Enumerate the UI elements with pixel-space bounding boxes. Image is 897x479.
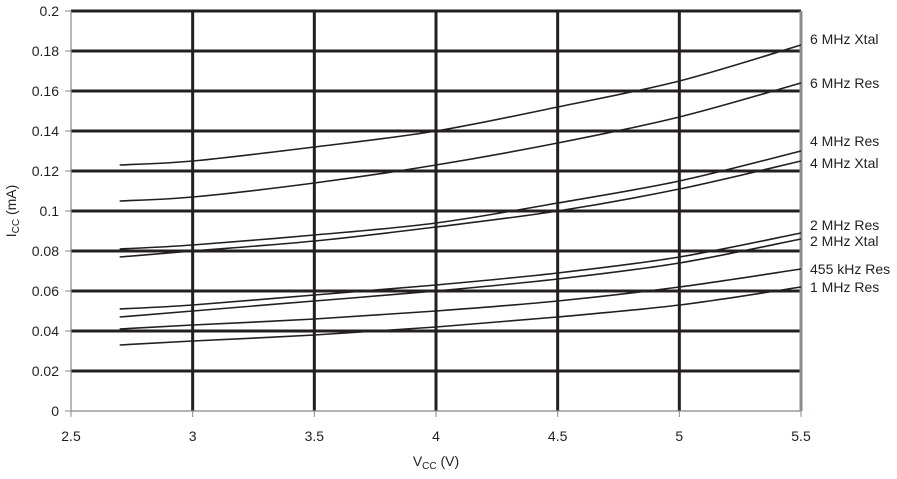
series-label: 455 kHz Res [810,261,890,277]
series-line-0 [119,44,802,166]
y-tick-label: 0.12 [32,163,59,179]
y-tick-label: 0.18 [32,43,59,59]
x-axis-label-unit: (V) [437,453,460,469]
x-tick-label: 5 [675,428,683,444]
x-tick-label: 3.5 [305,428,325,444]
x-tick-label: 2.5 [61,428,81,444]
y-axis-label-main: I [3,233,19,237]
series-line-1 [119,82,802,202]
series-line-7 [119,286,802,346]
y-tick-label: 0.16 [32,83,59,99]
series-label: 6 MHz Res [810,75,879,91]
series-line-3 [119,160,802,258]
series-labels: 6 MHz Xtal 6 MHz Res 4 MHz Res 4 MHz Xtal 2 … [810,31,890,295]
series-label: 2 MHz Xtal [810,233,878,249]
y-tick-label: 0.1 [40,203,60,219]
y-tick-label: 0.04 [32,323,59,339]
series-line-5 [119,238,802,318]
y-tick-label: 0.08 [32,243,59,259]
grid [71,9,801,411]
x-axis-label-main: V [413,453,423,469]
y-tick-label: 0.14 [32,123,59,139]
series-label: 2 MHz Res [810,217,879,233]
x-tick-label: 4 [432,428,440,444]
y-tick-label: 0.2 [40,3,60,19]
axes [65,10,803,417]
series-label: 6 MHz Xtal [810,31,878,47]
series-lines [119,44,802,346]
x-tick-label: 4.5 [548,428,568,444]
x-tick-label: 5.5 [791,428,811,444]
tick-labels: 0 0.02 0.04 0.06 0.08 0.1 0.12 0.14 0.16 0.18 0.2 2… [32,3,811,444]
y-tick-label: 0 [51,403,59,419]
x-axis-label: VCC (V) [413,453,459,472]
series-line-6 [119,268,802,330]
y-axis-label-unit: (mA) [3,185,19,219]
y-axis-label: ICC (mA) [3,185,22,238]
y-axis-label-sub: CC [11,219,22,233]
y-tick-label: 0.02 [32,363,59,379]
x-tick-label: 3 [189,428,197,444]
y-tick-label: 0.06 [32,283,59,299]
series-line-4 [119,232,802,310]
series-line-2 [119,150,802,250]
series-label: 4 MHz Xtal [810,155,878,171]
series-label: 4 MHz Res [810,133,879,149]
x-axis-label-sub: CC [422,461,436,472]
series-label: 1 MHz Res [810,279,879,295]
